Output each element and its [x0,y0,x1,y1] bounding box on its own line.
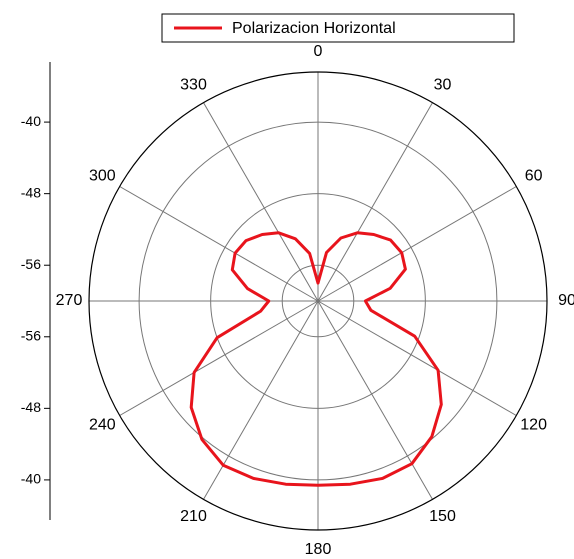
spoke [317,300,433,500]
spoke [203,300,319,500]
angle-label: 240 [89,417,116,434]
series-line [189,231,443,487]
angle-label: 150 [429,508,456,525]
angle-label: 30 [434,77,452,94]
spoke [317,102,433,302]
angle-label: 180 [305,541,332,558]
spoke [317,300,517,416]
outer-circle [88,71,548,531]
spoke [119,186,319,302]
legend-label: Polarizacion Horizontal [232,20,396,37]
angle-label: 210 [180,508,207,525]
angle-label: 270 [56,292,83,309]
angle-label: 300 [89,168,116,185]
spoke [119,300,319,416]
angle-label: 120 [520,417,547,434]
r-tick-label: -48 [21,399,41,415]
r-tick-label: -56 [21,256,41,272]
spoke [317,186,517,302]
angle-label: 0 [314,43,323,60]
r-tick-label: -40 [21,471,41,487]
spoke [203,102,319,302]
angle-label: 60 [525,168,543,185]
r-tick-label: -48 [21,184,41,200]
r-tick-label: -40 [21,113,41,129]
r-tick-label: -56 [21,327,41,343]
angle-label: 90 [558,292,574,309]
angle-label: 330 [180,77,207,94]
